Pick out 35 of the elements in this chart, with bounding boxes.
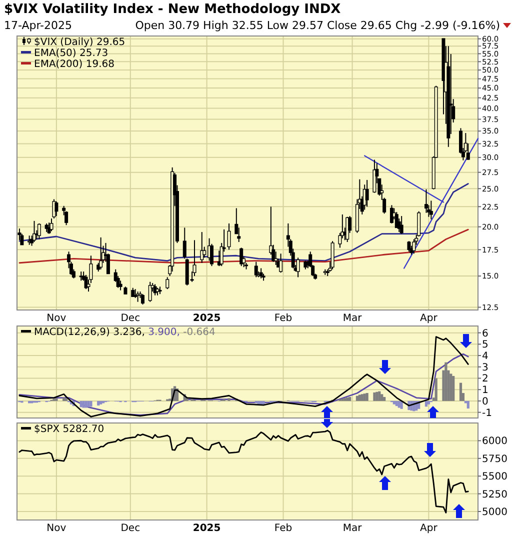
x-tick-label: Dec: [120, 523, 140, 534]
y-tick-label: 1: [482, 385, 488, 396]
x-tick-label: Mar: [342, 313, 363, 324]
y-tick-label: 5: [482, 340, 488, 351]
x-tick-label: Feb: [274, 313, 292, 324]
legend-label: $SPX 5282.70: [34, 424, 104, 435]
x-tick-label: Apr: [420, 313, 438, 324]
y-tick-label: 5750: [482, 454, 508, 465]
text: 3.900,: [144, 327, 180, 338]
legend-label: MACD(12,26,9) 3.236,: [34, 327, 145, 338]
chart-title: $VIX Volatility Index - New Methodology INDX: [4, 2, 341, 17]
text: Open 30.79 High 32.55 Low 29.57 Close 29.65 Chg -2.99 (-9.16%): [135, 19, 500, 32]
x-tick-label: Mar: [342, 523, 363, 534]
y-tick-label: 5250: [482, 489, 508, 500]
legend-label: EMA(200) 19.68: [34, 59, 114, 70]
y-tick-label: 6: [482, 328, 488, 340]
x-tick-label: Nov: [46, 313, 66, 324]
x-tick-label: 2025: [192, 313, 221, 324]
x-tick-label: 2025: [192, 523, 221, 534]
legend-label: $VIX (Daily) 29.65: [34, 37, 126, 48]
y-tick-label: 2: [482, 374, 488, 385]
y-tick-label: -1: [482, 408, 492, 419]
x-tick-label: Apr: [420, 523, 438, 534]
x-tick-label: Feb: [274, 523, 292, 534]
text: -0.664: [180, 327, 216, 338]
x-tick-label: Dec: [120, 313, 140, 324]
chart-subtitle: 17-Apr-2025: [4, 19, 72, 32]
x-tick-label: Nov: [46, 523, 66, 534]
legend-label: EMA(50) 25.73: [34, 48, 108, 59]
y-tick-label: 0: [482, 396, 488, 408]
y-tick-label: 3: [482, 362, 488, 374]
y-tick-label: 5000: [482, 507, 508, 518]
y-tick-label: 4: [482, 351, 488, 362]
y-tick-label: 5500: [482, 472, 508, 483]
y-tick-label: 6000: [482, 436, 508, 448]
